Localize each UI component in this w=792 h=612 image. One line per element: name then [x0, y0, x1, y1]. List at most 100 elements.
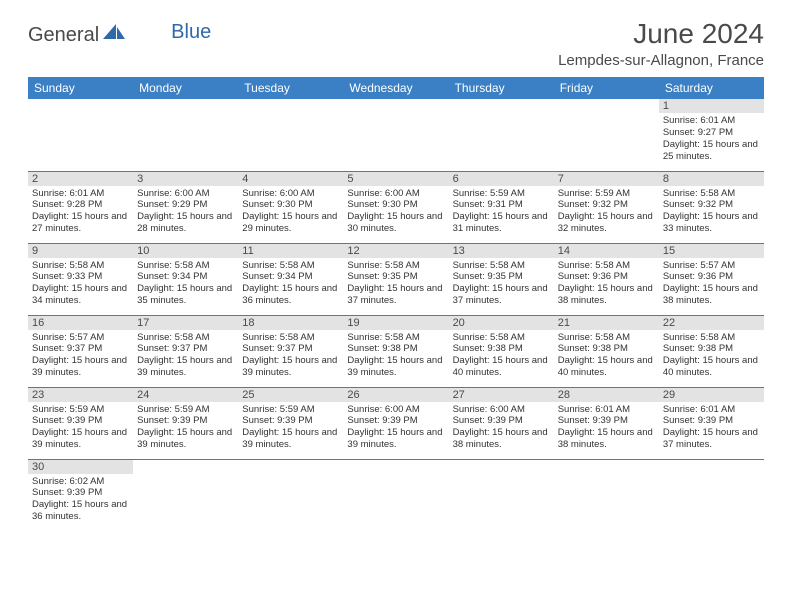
calendar-week-row: 9Sunrise: 5:58 AMSunset: 9:33 PMDaylight… [28, 243, 764, 315]
calendar-day-cell: 27Sunrise: 6:00 AMSunset: 9:39 PMDayligh… [449, 387, 554, 459]
page-title: June 2024 [558, 18, 764, 50]
day-details: Sunrise: 6:00 AMSunset: 9:39 PMDaylight:… [343, 402, 448, 456]
weekday-header-row: SundayMondayTuesdayWednesdayThursdayFrid… [28, 77, 764, 99]
calendar-day-cell: 10Sunrise: 5:58 AMSunset: 9:34 PMDayligh… [133, 243, 238, 315]
weekday-header: Monday [133, 77, 238, 99]
header: General Blue June 2024 Lempdes-sur-Allag… [28, 18, 764, 69]
calendar-day-cell: 13Sunrise: 5:58 AMSunset: 9:35 PMDayligh… [449, 243, 554, 315]
day-details: Sunrise: 6:01 AMSunset: 9:39 PMDaylight:… [554, 402, 659, 456]
day-number: 16 [28, 316, 133, 330]
day-number: 12 [343, 244, 448, 258]
day-number: 11 [238, 244, 343, 258]
day-details: Sunrise: 5:58 AMSunset: 9:35 PMDaylight:… [343, 258, 448, 312]
day-number: 20 [449, 316, 554, 330]
calendar-empty-cell [238, 99, 343, 171]
calendar-week-row: 1Sunrise: 6:01 AMSunset: 9:27 PMDaylight… [28, 99, 764, 171]
weekday-header: Friday [554, 77, 659, 99]
calendar-week-row: 2Sunrise: 6:01 AMSunset: 9:28 PMDaylight… [28, 171, 764, 243]
calendar-day-cell: 20Sunrise: 5:58 AMSunset: 9:38 PMDayligh… [449, 315, 554, 387]
calendar-week-row: 30Sunrise: 6:02 AMSunset: 9:39 PMDayligh… [28, 459, 764, 531]
day-details: Sunrise: 5:59 AMSunset: 9:39 PMDaylight:… [238, 402, 343, 456]
calendar-day-cell: 23Sunrise: 5:59 AMSunset: 9:39 PMDayligh… [28, 387, 133, 459]
weekday-header: Sunday [28, 77, 133, 99]
calendar-day-cell: 6Sunrise: 5:59 AMSunset: 9:31 PMDaylight… [449, 171, 554, 243]
day-number: 6 [449, 172, 554, 186]
day-number: 13 [449, 244, 554, 258]
title-block: June 2024 Lempdes-sur-Allagnon, France [558, 18, 764, 69]
day-number: 29 [659, 388, 764, 402]
calendar-empty-cell [449, 99, 554, 171]
calendar-table: SundayMondayTuesdayWednesdayThursdayFrid… [28, 77, 764, 531]
day-number: 10 [133, 244, 238, 258]
day-details: Sunrise: 5:58 AMSunset: 9:38 PMDaylight:… [659, 330, 764, 384]
calendar-day-cell: 16Sunrise: 5:57 AMSunset: 9:37 PMDayligh… [28, 315, 133, 387]
calendar-empty-cell [449, 459, 554, 531]
calendar-empty-cell [28, 99, 133, 171]
logo-text-general: General [28, 24, 99, 47]
logo: General Blue [28, 24, 211, 47]
calendar-empty-cell [343, 459, 448, 531]
logo-sail-icon [103, 24, 125, 47]
logo-text-blue: Blue [171, 21, 211, 44]
day-details: Sunrise: 5:59 AMSunset: 9:39 PMDaylight:… [28, 402, 133, 456]
calendar-empty-cell [238, 459, 343, 531]
day-details: Sunrise: 6:01 AMSunset: 9:28 PMDaylight:… [28, 186, 133, 240]
calendar-empty-cell [343, 99, 448, 171]
calendar-day-cell: 8Sunrise: 5:58 AMSunset: 9:32 PMDaylight… [659, 171, 764, 243]
calendar-day-cell: 25Sunrise: 5:59 AMSunset: 9:39 PMDayligh… [238, 387, 343, 459]
calendar-week-row: 16Sunrise: 5:57 AMSunset: 9:37 PMDayligh… [28, 315, 764, 387]
day-number: 9 [28, 244, 133, 258]
day-number: 25 [238, 388, 343, 402]
weekday-header: Tuesday [238, 77, 343, 99]
day-details: Sunrise: 5:58 AMSunset: 9:32 PMDaylight:… [659, 186, 764, 240]
calendar-day-cell: 29Sunrise: 6:01 AMSunset: 9:39 PMDayligh… [659, 387, 764, 459]
calendar-day-cell: 7Sunrise: 5:59 AMSunset: 9:32 PMDaylight… [554, 171, 659, 243]
day-number: 27 [449, 388, 554, 402]
day-details: Sunrise: 5:58 AMSunset: 9:37 PMDaylight:… [238, 330, 343, 384]
calendar-day-cell: 26Sunrise: 6:00 AMSunset: 9:39 PMDayligh… [343, 387, 448, 459]
day-details: Sunrise: 5:59 AMSunset: 9:32 PMDaylight:… [554, 186, 659, 240]
day-details: Sunrise: 6:00 AMSunset: 9:29 PMDaylight:… [133, 186, 238, 240]
day-number: 24 [133, 388, 238, 402]
calendar-day-cell: 5Sunrise: 6:00 AMSunset: 9:30 PMDaylight… [343, 171, 448, 243]
calendar-day-cell: 12Sunrise: 5:58 AMSunset: 9:35 PMDayligh… [343, 243, 448, 315]
day-number: 18 [238, 316, 343, 330]
calendar-day-cell: 1Sunrise: 6:01 AMSunset: 9:27 PMDaylight… [659, 99, 764, 171]
calendar-day-cell: 11Sunrise: 5:58 AMSunset: 9:34 PMDayligh… [238, 243, 343, 315]
day-details: Sunrise: 5:58 AMSunset: 9:34 PMDaylight:… [133, 258, 238, 312]
weekday-header: Wednesday [343, 77, 448, 99]
day-details: Sunrise: 5:58 AMSunset: 9:33 PMDaylight:… [28, 258, 133, 312]
day-details: Sunrise: 5:58 AMSunset: 9:35 PMDaylight:… [449, 258, 554, 312]
calendar-day-cell: 2Sunrise: 6:01 AMSunset: 9:28 PMDaylight… [28, 171, 133, 243]
day-details: Sunrise: 5:58 AMSunset: 9:37 PMDaylight:… [133, 330, 238, 384]
day-number: 1 [659, 99, 764, 113]
calendar-empty-cell [554, 459, 659, 531]
day-details: Sunrise: 6:00 AMSunset: 9:30 PMDaylight:… [238, 186, 343, 240]
day-number: 3 [133, 172, 238, 186]
day-number: 14 [554, 244, 659, 258]
day-details: Sunrise: 5:58 AMSunset: 9:38 PMDaylight:… [554, 330, 659, 384]
day-details: Sunrise: 6:01 AMSunset: 9:39 PMDaylight:… [659, 402, 764, 456]
calendar-day-cell: 17Sunrise: 5:58 AMSunset: 9:37 PMDayligh… [133, 315, 238, 387]
day-details: Sunrise: 5:58 AMSunset: 9:34 PMDaylight:… [238, 258, 343, 312]
day-number: 5 [343, 172, 448, 186]
calendar-day-cell: 22Sunrise: 5:58 AMSunset: 9:38 PMDayligh… [659, 315, 764, 387]
day-details: Sunrise: 6:02 AMSunset: 9:39 PMDaylight:… [28, 474, 133, 528]
day-details: Sunrise: 5:57 AMSunset: 9:36 PMDaylight:… [659, 258, 764, 312]
day-number: 23 [28, 388, 133, 402]
calendar-empty-cell [133, 459, 238, 531]
calendar-day-cell: 24Sunrise: 5:59 AMSunset: 9:39 PMDayligh… [133, 387, 238, 459]
weekday-header: Thursday [449, 77, 554, 99]
day-number: 8 [659, 172, 764, 186]
day-details: Sunrise: 6:00 AMSunset: 9:39 PMDaylight:… [449, 402, 554, 456]
day-details: Sunrise: 5:59 AMSunset: 9:31 PMDaylight:… [449, 186, 554, 240]
calendar-day-cell: 14Sunrise: 5:58 AMSunset: 9:36 PMDayligh… [554, 243, 659, 315]
calendar-day-cell: 15Sunrise: 5:57 AMSunset: 9:36 PMDayligh… [659, 243, 764, 315]
day-number: 19 [343, 316, 448, 330]
day-number: 21 [554, 316, 659, 330]
calendar-empty-cell [133, 99, 238, 171]
calendar-day-cell: 3Sunrise: 6:00 AMSunset: 9:29 PMDaylight… [133, 171, 238, 243]
day-details: Sunrise: 5:58 AMSunset: 9:38 PMDaylight:… [449, 330, 554, 384]
day-number: 28 [554, 388, 659, 402]
day-details: Sunrise: 5:58 AMSunset: 9:38 PMDaylight:… [343, 330, 448, 384]
